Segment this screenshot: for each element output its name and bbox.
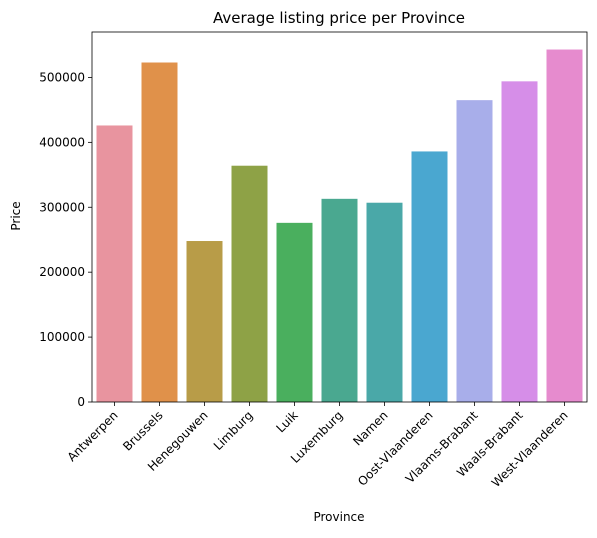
y-tick-label: 100000 [39, 330, 85, 344]
x-tick-label: Oost-Vlaanderen [355, 408, 436, 489]
plot-frame [91, 31, 588, 403]
bar-oost-vlaanderen [411, 151, 448, 402]
x-tick-label: West-Vlaanderen [489, 408, 571, 490]
y-tick-label: 300000 [39, 200, 85, 214]
y-tick-label: 500000 [39, 70, 85, 84]
bar-henegouwen [186, 241, 223, 402]
bar-brussels [141, 62, 178, 402]
y-axis: 0 100000 200000 300000 400000 500000 [39, 70, 92, 409]
bar-luik [276, 222, 313, 402]
x-tick-label: Luik [273, 408, 300, 435]
y-tick-label: 400000 [39, 135, 85, 149]
x-tick-label: Antwerpen [65, 408, 121, 464]
bar-vlaams-brabant [456, 100, 493, 402]
x-tick-label: Namen [350, 408, 390, 448]
chart-title: Average listing price per Province [213, 9, 465, 27]
y-tick-label: 0 [77, 395, 85, 409]
bar-waals-brabant [501, 81, 538, 402]
bar-limburg [231, 165, 268, 402]
y-tick-label: 200000 [39, 265, 85, 279]
y-axis-label: Price [9, 201, 23, 230]
x-tick-label: Limburg [211, 408, 256, 453]
bars-group [96, 49, 583, 403]
bar-antwerpen [96, 125, 133, 402]
bar-namen [366, 202, 403, 402]
bar-west-vlaanderen [546, 49, 583, 403]
x-axis-label: Province [313, 510, 364, 524]
x-tick-label: Brussels [120, 408, 165, 453]
bar-luxemburg [321, 198, 358, 402]
